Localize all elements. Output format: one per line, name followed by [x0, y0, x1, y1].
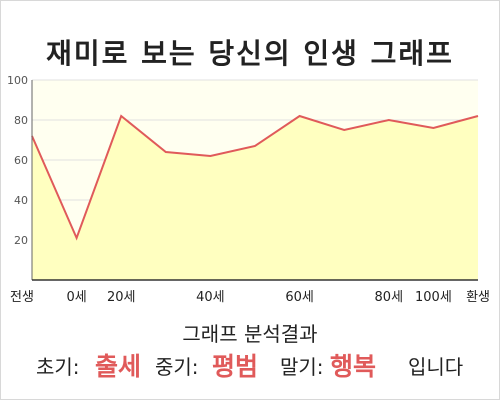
x-tick-label: 80세 [375, 290, 404, 305]
life-line [31, 114, 479, 241]
x-tick-label: 60세 [285, 290, 314, 305]
y-tick-label: 20 [14, 234, 28, 247]
area-fill [32, 116, 478, 280]
x-tick-label: 전생 [10, 290, 34, 305]
y-tick-label: 80 [14, 114, 28, 127]
analysis-title: 그래프 분석결과 [182, 322, 318, 346]
middle-value: 평범 [212, 352, 259, 381]
x-tick-label: 0세 [66, 290, 86, 305]
chart-title: 재미로 보는 당신의 인생 그래프 [46, 37, 454, 70]
early-label: 초기: [36, 355, 80, 379]
y-tick-label: 100 [7, 74, 28, 87]
y-tick-label: 40 [14, 194, 28, 207]
x-tick-label: 환생 [466, 290, 490, 305]
analysis-result-row: 초기: 출세 중기: 평범 말기: 행복 입니다 [0, 345, 500, 381]
y-tick-label: 60 [14, 154, 28, 167]
x-tick-label: 100세 [415, 290, 452, 305]
late-value: 행복 [330, 352, 377, 381]
late-label: 말기: [280, 355, 324, 379]
x-tick-label: 40세 [196, 290, 225, 305]
x-tick-label: 20세 [107, 290, 136, 305]
middle-label: 중기: [155, 355, 199, 379]
ending-text: 입니다 [408, 355, 464, 379]
early-value: 출세 [95, 352, 142, 381]
